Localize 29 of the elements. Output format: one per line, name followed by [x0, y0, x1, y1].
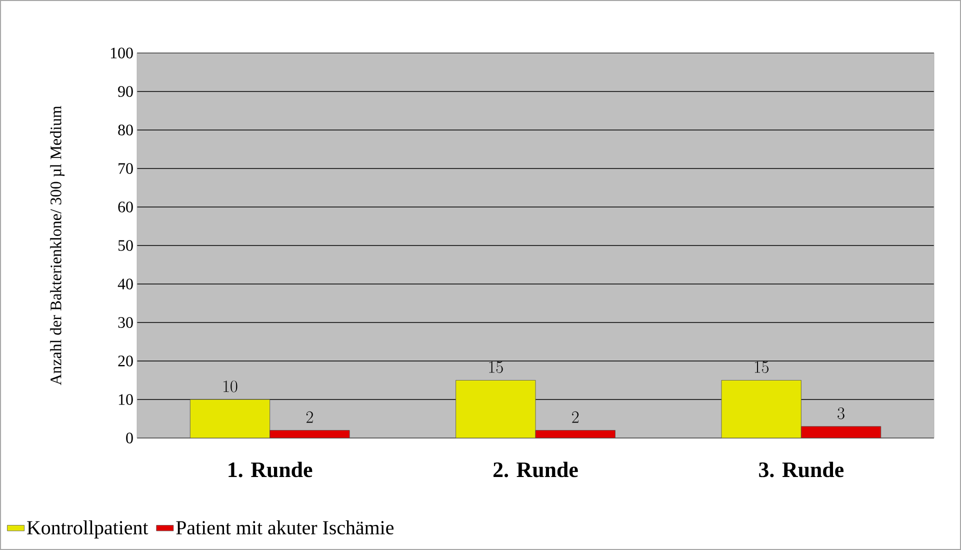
y-tick-label: 70: [118, 163, 133, 174]
bar: [456, 380, 536, 438]
y-tick-label: 90: [118, 86, 133, 97]
bar: [721, 380, 802, 438]
y-tick-label: 30: [118, 317, 133, 328]
y-tick-label: 100: [110, 48, 133, 58]
data-label: 3: [838, 408, 844, 420]
bar: [536, 430, 616, 438]
x-tick-label: 1. Runde: [228, 462, 312, 478]
data-label: 2: [572, 411, 579, 423]
x-tick-label: 2. Runde: [493, 462, 578, 478]
y-tick-label: 80: [118, 124, 133, 136]
bar: [800, 426, 882, 438]
y-axis-title: Anzahl der Bakterienklone/ 300 µl Medium: [50, 106, 65, 386]
y-tick-label: 10: [118, 394, 133, 405]
y-tick-label: 0: [126, 432, 133, 444]
data-label: 10: [224, 380, 238, 392]
y-tick-label: 60: [118, 202, 133, 212]
data-label: 2: [306, 411, 313, 423]
bar: [270, 430, 350, 438]
y-tick-label: 20: [118, 356, 133, 366]
data-label: 15: [754, 361, 769, 373]
y-tick-label: 40: [118, 278, 133, 290]
x-tick-label: 3. Runde: [759, 462, 844, 478]
legend-label: Patient mit akuter Ischämie: [176, 520, 394, 534]
data-label: 15: [489, 361, 503, 373]
bar: [190, 399, 270, 438]
y-tick-label: 50: [118, 240, 133, 251]
legend-label: Kontrollpatient: [27, 520, 148, 538]
